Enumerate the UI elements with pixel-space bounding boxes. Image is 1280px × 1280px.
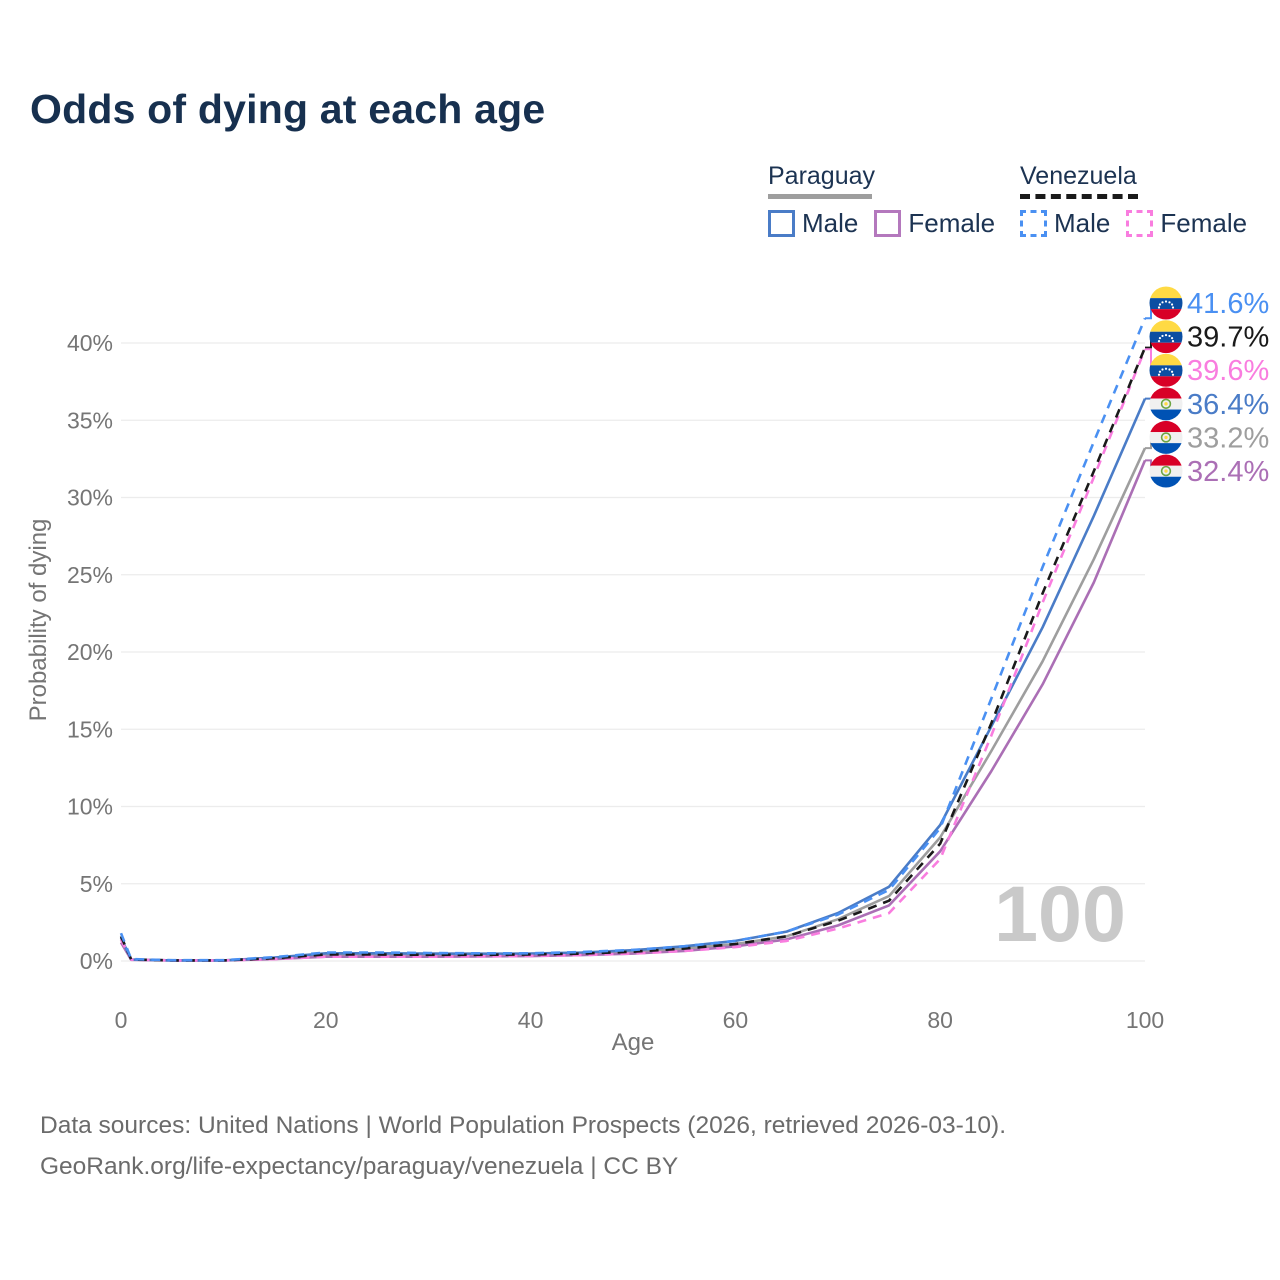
chart-line-venezuela-both [119, 347, 1147, 962]
paraguay-flag-icon [1149, 420, 1183, 454]
venezuela-flag-icon [1149, 320, 1183, 354]
end-label-paraguay-both: 33.2% [1187, 422, 1269, 454]
y-tick-label: 20% [67, 639, 113, 665]
chart-line-venezuela-male [119, 317, 1147, 962]
venezuela-flag-icon [1149, 353, 1183, 387]
venezuela-female-swatch-icon [1126, 210, 1154, 237]
legend-label-venezuela-female: Female [1160, 208, 1248, 238]
y-tick-label: 35% [67, 407, 113, 433]
legend-country-paraguay: Paraguay [768, 162, 876, 190]
x-tick-label: 80 [927, 1007, 953, 1033]
y-tick-label: 10% [67, 794, 113, 820]
venezuela-flag-icon [1149, 286, 1183, 320]
x-tick-label: 40 [518, 1007, 544, 1033]
paraguay-male-swatch-icon [768, 210, 795, 237]
footer-attribution: GeoRank.org/life-expectancy/paraguay/ven… [40, 1153, 679, 1180]
chart-line-venezuela-female [119, 348, 1147, 962]
x-tick-label: 0 [115, 1007, 128, 1033]
x-tick-label: 100 [1126, 1007, 1164, 1033]
legend-label-venezuela-male: Male [1054, 208, 1111, 238]
page-title: Odds of dying at each age [30, 86, 546, 132]
x-axis-title: Age [612, 1029, 655, 1056]
footer: Data sources: United Nations | World Pop… [40, 1105, 1006, 1187]
paraguay-flag-icon [1149, 387, 1183, 421]
y-tick-label: 5% [80, 871, 113, 897]
end-label-paraguay-male: 36.4% [1187, 389, 1269, 421]
x-tick-label: 60 [723, 1007, 749, 1033]
legend-label-paraguay-female: Female [908, 208, 996, 238]
legend-group-paraguay: Paraguay Male Female [768, 162, 1011, 239]
venezuela-line-sample [1020, 194, 1138, 199]
end-label-venezuela-male: 41.6% [1187, 288, 1269, 320]
y-tick-label: 40% [67, 330, 113, 356]
footer-sources: Data sources: United Nations | World Pop… [40, 1112, 1007, 1139]
legend-country-venezuela: Venezuela [1020, 162, 1137, 190]
end-label-venezuela-female: 39.6% [1187, 355, 1269, 387]
y-tick-label: 25% [67, 562, 113, 588]
y-tick-label: 15% [67, 716, 113, 742]
legend-label-paraguay-male: Male [802, 208, 859, 238]
paraguay-female-swatch-icon [874, 210, 902, 237]
y-tick-label: 0% [80, 948, 113, 974]
y-tick-label: 30% [67, 485, 113, 511]
end-label-paraguay-female: 32.4% [1187, 456, 1269, 488]
y-axis-title: Probability of dying [25, 519, 52, 722]
end-label-venezuela-both: 39.7% [1187, 322, 1269, 354]
chart-line-paraguay-male [119, 398, 1147, 962]
venezuela-male-swatch-icon [1020, 210, 1047, 237]
x-tick-label: 20 [313, 1007, 339, 1033]
paraguay-line-sample [768, 194, 872, 199]
age-watermark: 100 [994, 869, 1126, 958]
legend-group-venezuela: Venezuela Male Female [1020, 162, 1263, 239]
chart-line-paraguay-female [119, 459, 1147, 962]
paraguay-flag-icon [1149, 454, 1183, 488]
